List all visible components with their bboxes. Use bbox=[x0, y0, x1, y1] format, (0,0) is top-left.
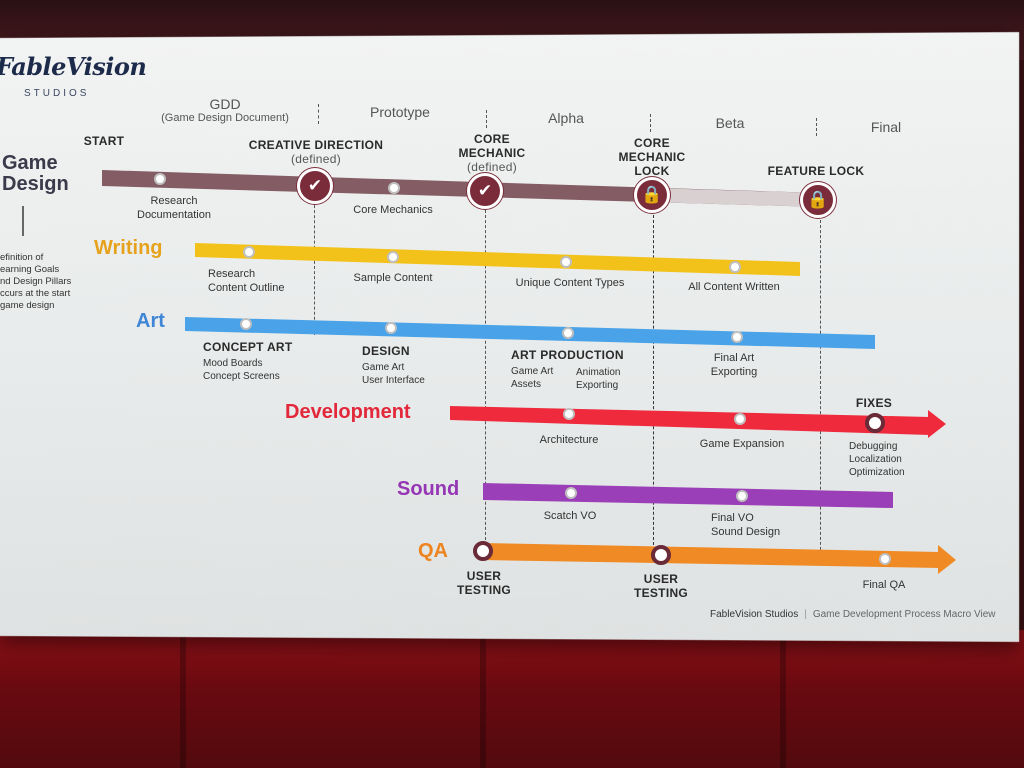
ring-user-testing-1 bbox=[473, 541, 493, 561]
label-fixes: FIXES bbox=[856, 396, 892, 410]
arrow-qa bbox=[938, 545, 956, 574]
lane-title-sound: Sound bbox=[397, 478, 459, 501]
label-writing-research: Research Content Outline bbox=[208, 267, 284, 295]
checkmark-icon: ✔ bbox=[297, 168, 333, 204]
label-design: DESIGN bbox=[362, 344, 410, 358]
label-art-production: ART PRODUCTION bbox=[511, 348, 624, 362]
label-final-vo: Final VO Sound Design bbox=[711, 511, 780, 539]
node-sample-content bbox=[387, 251, 399, 263]
bar-sound bbox=[483, 483, 893, 508]
label-concept-art: CONCEPT ART bbox=[203, 340, 293, 354]
label-all-content: All Content Written bbox=[688, 280, 780, 294]
label-concept-art-items: Mood Boards Concept Screens bbox=[203, 357, 280, 383]
label-unique-content: Unique Content Types bbox=[516, 276, 625, 290]
bar-development bbox=[450, 406, 930, 435]
label-fixes-items: Debugging Localization Optimization bbox=[849, 440, 905, 479]
node-design bbox=[385, 322, 397, 334]
ring-fixes bbox=[865, 413, 885, 433]
label-final-qa: Final QA bbox=[863, 578, 906, 592]
node-core-mechanics bbox=[388, 182, 400, 194]
bar-qa bbox=[483, 543, 940, 568]
node-final-art bbox=[731, 331, 743, 343]
node-unique-content bbox=[560, 256, 572, 268]
label-art-production-items-b: Animation Exporting bbox=[576, 366, 620, 392]
label-core-mechanics: Core Mechanics bbox=[353, 203, 432, 217]
node-research bbox=[154, 173, 166, 185]
label-architecture: Architecture bbox=[540, 433, 599, 447]
label-game-expansion: Game Expansion bbox=[700, 437, 784, 451]
node-architecture bbox=[563, 408, 575, 420]
bar-writing bbox=[195, 243, 800, 276]
footer-brand: FableVision Studios bbox=[710, 609, 798, 620]
checkmark-icon: ✔ bbox=[467, 173, 503, 209]
node-all-content bbox=[729, 261, 741, 273]
label-user-testing-1: USER TESTING bbox=[457, 569, 511, 597]
node-art-production bbox=[562, 327, 574, 339]
label-user-testing-2: USER TESTING bbox=[634, 572, 688, 600]
lane-title-art: Art bbox=[136, 310, 165, 333]
label-core-mechanic-lock: CORE MECHANIC LOCK bbox=[618, 136, 685, 178]
label-sample-content: Sample Content bbox=[354, 271, 433, 285]
node-concept-art bbox=[240, 318, 252, 330]
ring-user-testing-2 bbox=[651, 545, 671, 565]
arrow-development bbox=[928, 410, 946, 438]
node-writing-research bbox=[243, 246, 255, 258]
footer-caption: Game Development Process Macro View bbox=[813, 609, 996, 620]
label-scratch-vo: Scatch VO bbox=[544, 509, 597, 523]
lane-title-qa: QA bbox=[418, 540, 448, 563]
label-feature-lock: FEATURE LOCK bbox=[768, 164, 865, 178]
label-start: START bbox=[84, 134, 125, 148]
bar-game-design-fade bbox=[650, 188, 820, 207]
slide-footer: FableVision Studios | Game Development Pro… bbox=[710, 609, 995, 620]
node-scratch-vo bbox=[565, 487, 577, 499]
label-art-production-items-a: Game Art Assets bbox=[511, 365, 553, 391]
label-creative-direction: CREATIVE DIRECTION (defined) bbox=[249, 138, 384, 166]
lock-icon: 🔒 bbox=[800, 182, 836, 218]
node-final-vo bbox=[736, 490, 748, 502]
node-game-expansion bbox=[734, 413, 746, 425]
lane-title-development: Development bbox=[285, 401, 411, 424]
label-final-art: Final Art Exporting bbox=[711, 351, 757, 379]
lock-icon: 🔒 bbox=[634, 177, 670, 213]
node-final-qa bbox=[879, 553, 891, 565]
label-research-documentation: Research Documentation bbox=[137, 194, 211, 222]
label-design-items: Game Art User Interface bbox=[362, 361, 425, 387]
lane-title-writing: Writing bbox=[94, 237, 163, 260]
label-core-mechanic: CORE MECHANIC (defined) bbox=[458, 132, 525, 174]
